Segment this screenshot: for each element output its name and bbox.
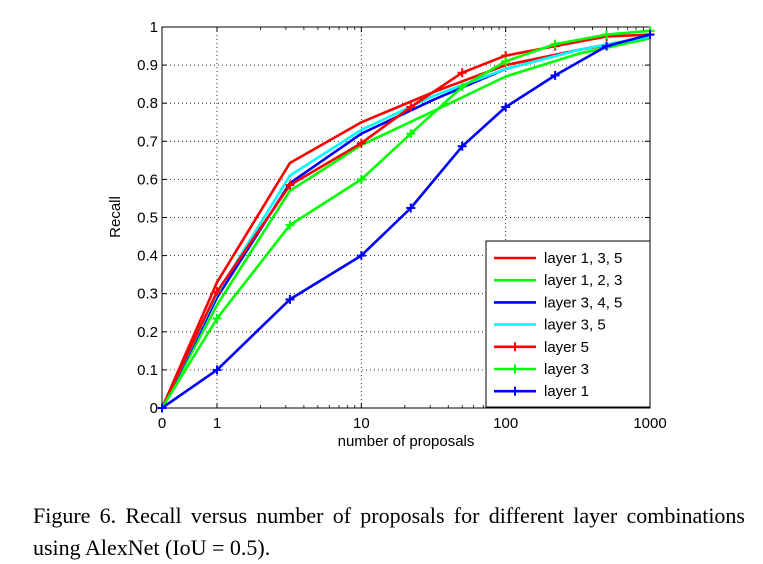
data-point	[457, 68, 467, 78]
data-point	[157, 403, 167, 413]
y-tick-label: 0.4	[137, 248, 158, 265]
legend-item: layer 3	[494, 361, 589, 378]
data-point	[602, 41, 612, 51]
data-point	[501, 56, 511, 66]
x-tick-label: 100	[493, 415, 518, 432]
data-point	[550, 70, 560, 80]
data-point	[356, 138, 366, 148]
data-point	[406, 129, 416, 139]
y-tick-label: 0.3	[137, 286, 158, 303]
x-tick-label: 0	[158, 415, 166, 432]
data-point	[212, 365, 222, 375]
y-tick-label: 0.1	[137, 362, 158, 379]
data-point	[212, 313, 222, 323]
y-tick-label: 0.9	[137, 57, 158, 74]
legend-label: layer 3, 5	[544, 317, 606, 334]
legend-item: layer 5	[494, 339, 589, 356]
data-point	[406, 203, 416, 213]
legend-label: layer 5	[544, 339, 589, 356]
series-line	[160, 29, 651, 409]
data-point	[285, 294, 295, 304]
legend-item: layer 1	[494, 383, 589, 400]
legend-label: layer 3, 4, 5	[544, 294, 622, 311]
data-point	[356, 174, 366, 184]
series-line	[160, 37, 651, 409]
y-tick-label: 0.5	[137, 210, 158, 227]
data-point	[457, 141, 467, 151]
x-axis-title: number of proposals	[338, 433, 475, 450]
data-point	[356, 251, 366, 261]
series-line	[160, 33, 651, 409]
data-point	[285, 220, 295, 230]
data-point	[457, 82, 467, 92]
legend-item: layer 3, 5	[494, 317, 606, 334]
series-layer-3	[157, 26, 655, 413]
y-tick-label: 0.7	[137, 133, 158, 150]
data-point	[550, 39, 560, 49]
series-layer-1-2-3	[160, 37, 651, 409]
y-tick-label: 0.2	[137, 324, 158, 341]
x-tick-label: 1000	[633, 415, 666, 432]
legend-label: layer 1, 2, 3	[544, 272, 622, 289]
y-tick-label: 0.8	[137, 95, 158, 112]
y-tick-label: 0	[150, 400, 158, 417]
legend-label: layer 1, 3, 5	[544, 250, 622, 267]
data-point	[602, 30, 612, 40]
y-tick-label: 1	[150, 19, 158, 36]
legend-label: layer 1	[544, 383, 589, 400]
data-point	[285, 180, 295, 190]
figure-caption: Figure 6. Recall versus number of propos…	[33, 503, 745, 560]
tick-labels: 0 1 10 100 1000 0 0.1 0.2 0.3 0.4 0.5 0.6 0.7 0.8 0.9 1	[137, 19, 667, 432]
data-point	[406, 102, 416, 112]
x-tick-label: 1	[213, 415, 221, 432]
y-axis-title: Recall	[107, 196, 124, 238]
legend-item: layer 1, 2, 3	[494, 272, 622, 289]
y-tick-label: 0.6	[137, 171, 158, 188]
data-point	[501, 102, 511, 112]
legend: layer 1, 3, 5 layer 1, 2, 3 layer 3, 4, 5 l…	[485, 240, 651, 408]
legend-item: layer 3, 4, 5	[494, 294, 622, 311]
legend-item: layer 1, 3, 5	[494, 250, 622, 267]
series-line	[161, 33, 651, 410]
data-point	[212, 287, 222, 297]
data-point	[645, 30, 655, 40]
series-layer	[157, 26, 655, 413]
x-tick-label: 10	[353, 415, 370, 432]
series-layer-1	[157, 30, 655, 413]
legend-label: layer 3	[544, 361, 589, 378]
